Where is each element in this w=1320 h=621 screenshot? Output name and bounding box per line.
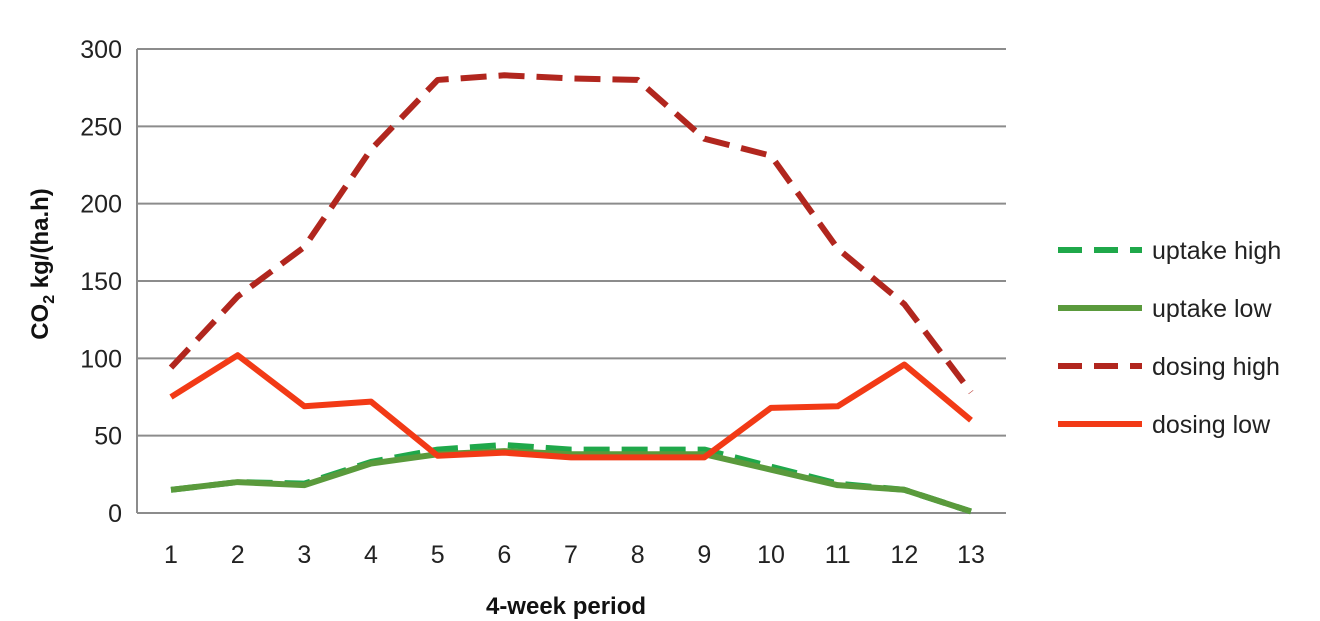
x-tick-label: 4 <box>364 541 378 569</box>
series-line-dosing-high <box>168 72 974 395</box>
y-tick-label: 150 <box>80 268 122 296</box>
y-tick-label: 200 <box>80 191 122 219</box>
x-tick-label: 1 <box>164 541 178 569</box>
series-line-dosing-low <box>169 352 973 461</box>
x-tick-label: 9 <box>697 541 711 569</box>
y-axis-title-subscript: 2 <box>41 295 58 304</box>
y-axis-title-rest: kg/(ha.h) <box>27 188 54 295</box>
y-axis-title: CO2 kg/(ha.h) <box>27 188 58 340</box>
x-tick-label: 5 <box>431 541 445 569</box>
y-tick-label: 50 <box>94 423 122 451</box>
gridlines <box>136 48 1006 514</box>
series-line-uptake-low <box>170 448 972 515</box>
y-tick-label: 300 <box>80 36 122 64</box>
y-axis-title-main: CO <box>27 304 54 340</box>
x-tick-label: 10 <box>757 541 785 569</box>
legend-label: uptake high <box>1152 237 1281 265</box>
x-axis-title: 4-week period <box>486 593 646 620</box>
x-tick-label: 3 <box>297 541 311 569</box>
x-tick-labels: 1 2 3 4 5 6 7 8 9 10 11 12 13 <box>164 541 985 569</box>
x-tick-label: 11 <box>825 541 851 569</box>
series-lines <box>168 72 974 515</box>
x-tick-label: 6 <box>497 541 511 569</box>
legend-label: uptake low <box>1152 295 1272 323</box>
x-tick-label: 12 <box>890 541 918 569</box>
y-tick-label: 100 <box>80 345 122 373</box>
x-tick-label: 13 <box>957 541 985 569</box>
legend-label: dosing high <box>1152 353 1280 381</box>
x-tick-label: 8 <box>631 541 645 569</box>
legend: uptake high uptake low dosing high dosing l… <box>1058 237 1281 439</box>
y-tick-labels: 0 50 100 150 200 250 300 <box>80 36 122 528</box>
legend-label: dosing low <box>1152 411 1271 439</box>
x-tick-label: 7 <box>564 541 578 569</box>
y-tick-label: 0 <box>108 500 122 528</box>
x-tick-label: 2 <box>231 541 245 569</box>
y-tick-label: 250 <box>80 113 122 141</box>
